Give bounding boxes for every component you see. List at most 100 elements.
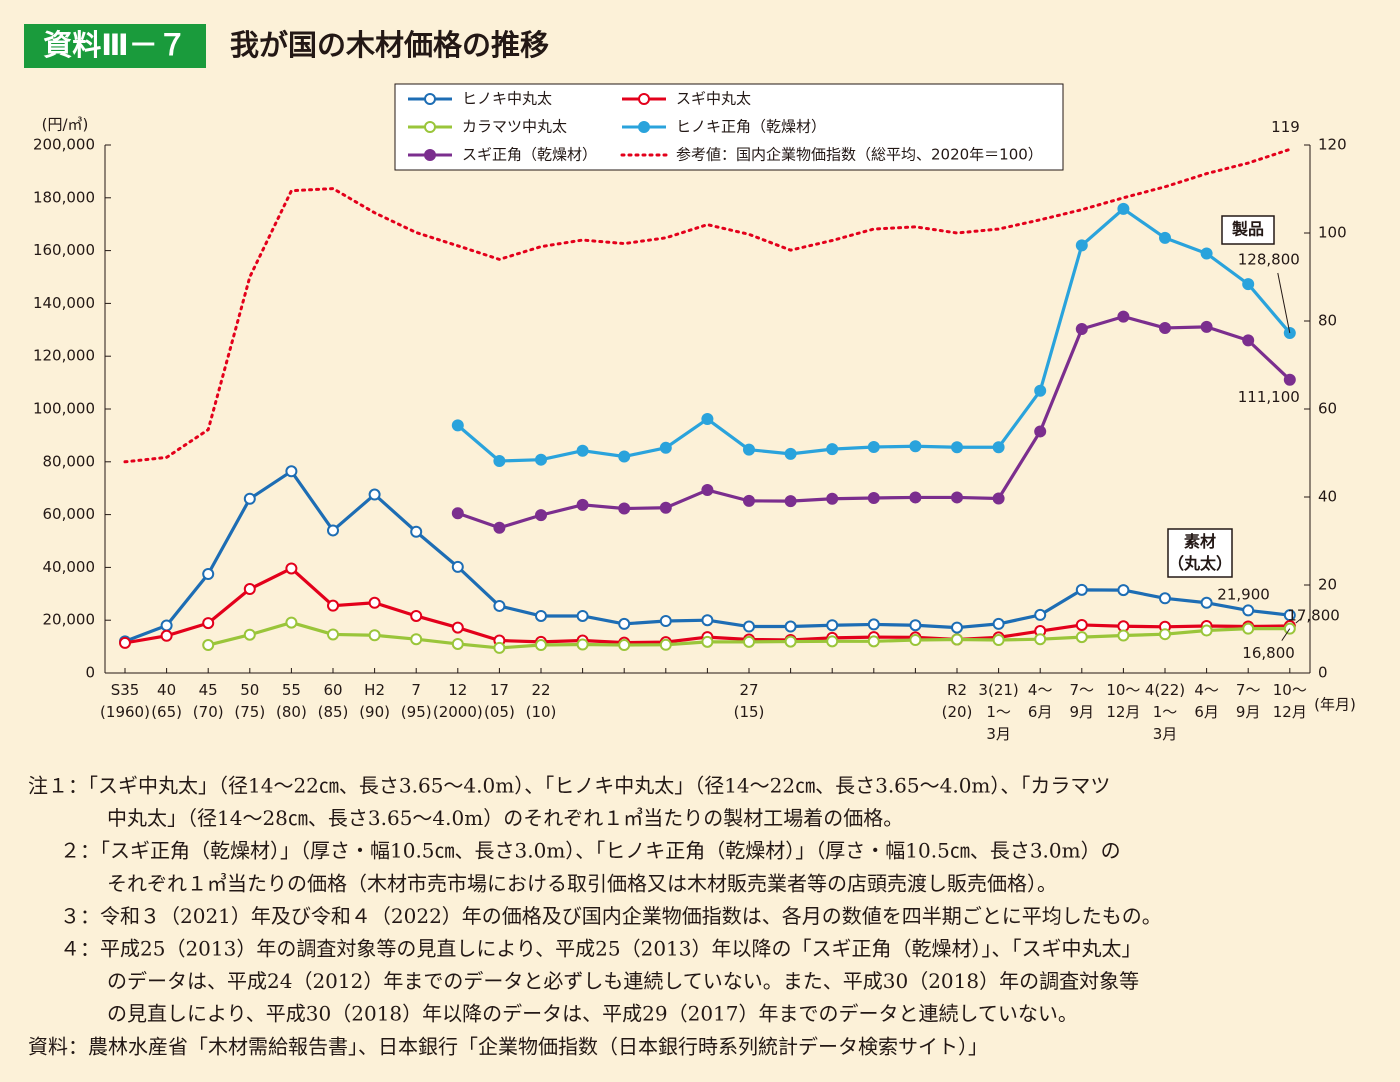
data-point: [867, 441, 880, 454]
note-line: ３：令和３（2021）年及び令和４（2022）年の価格及び国内企業物価指数は、各…: [60, 904, 1162, 928]
header-title: 我が国の木材価格の推移: [230, 28, 549, 62]
data-point: [1034, 384, 1047, 397]
note-line: のデータは、平成24（2012）年までのデータと必ずしも連続していない。また、平…: [107, 969, 1139, 993]
legend-label: 参考値：国内企業物価指数（総平均、2020年＝100）: [676, 146, 1043, 164]
y-tick-label: 40,000: [43, 558, 96, 576]
y-tick-label: 100,000: [33, 400, 95, 418]
data-point: [909, 440, 922, 453]
data-point: [909, 619, 922, 632]
y-tick-label: 140,000: [33, 294, 95, 312]
data-point: [243, 628, 256, 641]
data-point: [867, 635, 880, 648]
legend-box: [394, 83, 1064, 171]
value-label: 119: [1271, 118, 1300, 136]
data-point: [1034, 608, 1047, 621]
data-point: [285, 465, 298, 478]
x-tick-label: 60 (85): [318, 681, 349, 721]
note-line: それぞれ１㎥当たりの価格（木材市売市場における取引価格又は木材販売業者等の店頭売…: [107, 871, 1057, 895]
data-point: [368, 488, 381, 501]
data-point: [1200, 596, 1213, 609]
value-label: 17,800: [1287, 607, 1340, 625]
data-point: [743, 620, 755, 633]
data-point: [867, 491, 880, 504]
x-tick-label: 12 (2000): [433, 681, 483, 721]
data-point: [659, 501, 672, 514]
data-point: [1075, 239, 1088, 252]
data-point: [659, 614, 672, 627]
data-point: [493, 455, 506, 468]
x-tick-label: 55 (80): [276, 681, 307, 721]
data-point: [285, 562, 298, 575]
legend-marker: [424, 149, 436, 161]
value-label: 111,100: [1238, 388, 1300, 406]
data-point: [243, 492, 256, 505]
data-point: [410, 525, 423, 538]
data-point: [1242, 278, 1255, 291]
data-point: [659, 638, 672, 651]
legend-label: カラマツ中丸太: [462, 118, 567, 136]
data-point: [784, 635, 797, 648]
annotation-box: [1221, 215, 1275, 245]
x-tick-label: 22 (10): [526, 681, 557, 721]
x-tick-label: 40 (65): [151, 681, 182, 721]
series-line: [123, 147, 1292, 464]
data-point: [493, 521, 506, 534]
data-point: [535, 453, 547, 466]
data-point: [327, 524, 339, 537]
legend-label: スギ中丸太: [676, 90, 751, 108]
data-point: [992, 492, 1005, 505]
data-point: [410, 609, 423, 622]
data-point: [576, 609, 589, 622]
y2-tick-label: 120: [1318, 136, 1347, 154]
leader-line: [1281, 628, 1291, 641]
data-point: [1117, 629, 1130, 642]
data-point: [701, 635, 714, 648]
data-point: [826, 619, 839, 632]
leader-line: [1277, 272, 1291, 334]
data-point: [1117, 202, 1130, 215]
data-point: [451, 419, 464, 432]
value-label: 16,800: [1242, 644, 1295, 662]
data-point: [576, 498, 589, 511]
data-point: [119, 636, 131, 649]
data-point: [1159, 321, 1171, 334]
data-point: [451, 637, 464, 650]
data-point: [618, 617, 631, 630]
y-tick-label: 120,000: [33, 347, 95, 365]
data-point: [743, 494, 755, 507]
data-point: [659, 441, 672, 454]
data-point: [160, 619, 173, 632]
data-point: [1242, 604, 1255, 617]
data-point: [784, 495, 797, 508]
x-tick-label: 4(22) 1～ 3月: [1145, 681, 1185, 743]
x-tick-label: 10～ 12月: [1106, 681, 1140, 721]
data-point: [160, 629, 173, 642]
x-tick-label: 10～ 12月: [1273, 681, 1307, 721]
y-tick-label: 180,000: [33, 188, 95, 206]
x-tick-label: 7 (95): [401, 681, 432, 721]
data-point: [368, 596, 381, 609]
data-point: [992, 441, 1005, 454]
data-point: [743, 443, 755, 456]
x-unit-label: (年月): [1314, 696, 1356, 714]
x-tick-label: 4～ 6月: [1194, 681, 1219, 721]
data-point: [618, 502, 631, 515]
x-tick-label: 27 (15): [734, 681, 765, 721]
annotation: 製品: [1231, 220, 1264, 239]
data-point: [992, 617, 1005, 630]
x-tick-label: S35 (1960): [100, 681, 150, 721]
data-point: [327, 628, 339, 641]
data-point: [535, 639, 547, 652]
data-point: [1200, 247, 1213, 260]
data-point: [701, 614, 714, 627]
y2-tick-label: 60: [1318, 400, 1337, 418]
data-point: [1159, 628, 1171, 641]
data-point: [493, 641, 506, 654]
data-point: [951, 621, 963, 634]
data-point: [202, 617, 215, 630]
data-point: [867, 618, 880, 631]
data-point: [701, 413, 714, 426]
data-point: [451, 621, 464, 634]
